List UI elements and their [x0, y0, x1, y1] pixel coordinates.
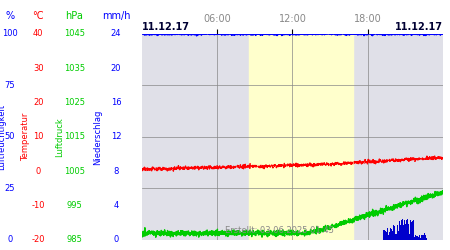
Text: 1015: 1015 — [64, 132, 85, 141]
Text: 40: 40 — [33, 29, 44, 38]
Text: 8: 8 — [113, 167, 119, 176]
Text: 20: 20 — [33, 98, 44, 107]
Text: 1005: 1005 — [64, 167, 85, 176]
Text: Erstellt: 03.06.2025 01:45: Erstellt: 03.06.2025 01:45 — [225, 226, 333, 235]
Text: 20: 20 — [111, 64, 122, 72]
Text: 1025: 1025 — [64, 98, 85, 107]
Text: 1045: 1045 — [64, 29, 85, 38]
Text: 985: 985 — [66, 236, 82, 244]
Text: 25: 25 — [4, 184, 15, 193]
Text: 0: 0 — [113, 236, 119, 244]
Text: 0: 0 — [7, 236, 13, 244]
Text: Luftdruck: Luftdruck — [55, 117, 64, 157]
Text: 24: 24 — [111, 29, 122, 38]
Text: hPa: hPa — [65, 11, 83, 21]
Text: 11.12.17: 11.12.17 — [142, 22, 190, 32]
Text: 50: 50 — [4, 132, 15, 141]
Bar — [248, 34, 353, 240]
Text: %: % — [5, 11, 14, 21]
Text: Temperatur: Temperatur — [21, 113, 30, 161]
Text: 10: 10 — [33, 132, 44, 141]
Text: 100: 100 — [2, 29, 18, 38]
Text: Luftfeuchtigkeit: Luftfeuchtigkeit — [0, 104, 6, 170]
Text: 4: 4 — [113, 201, 119, 210]
Text: 30: 30 — [33, 64, 44, 72]
Text: 16: 16 — [111, 98, 122, 107]
Text: 12: 12 — [111, 132, 122, 141]
Text: 11.12.17: 11.12.17 — [395, 22, 443, 32]
Text: °C: °C — [32, 11, 44, 21]
Text: Niederschlag: Niederschlag — [94, 109, 103, 164]
Text: 1035: 1035 — [64, 64, 85, 72]
Text: -10: -10 — [32, 201, 45, 210]
Text: mm/h: mm/h — [102, 11, 130, 21]
Text: 75: 75 — [4, 81, 15, 90]
Text: 0: 0 — [36, 167, 41, 176]
Text: -20: -20 — [32, 236, 45, 244]
Text: 995: 995 — [67, 201, 82, 210]
